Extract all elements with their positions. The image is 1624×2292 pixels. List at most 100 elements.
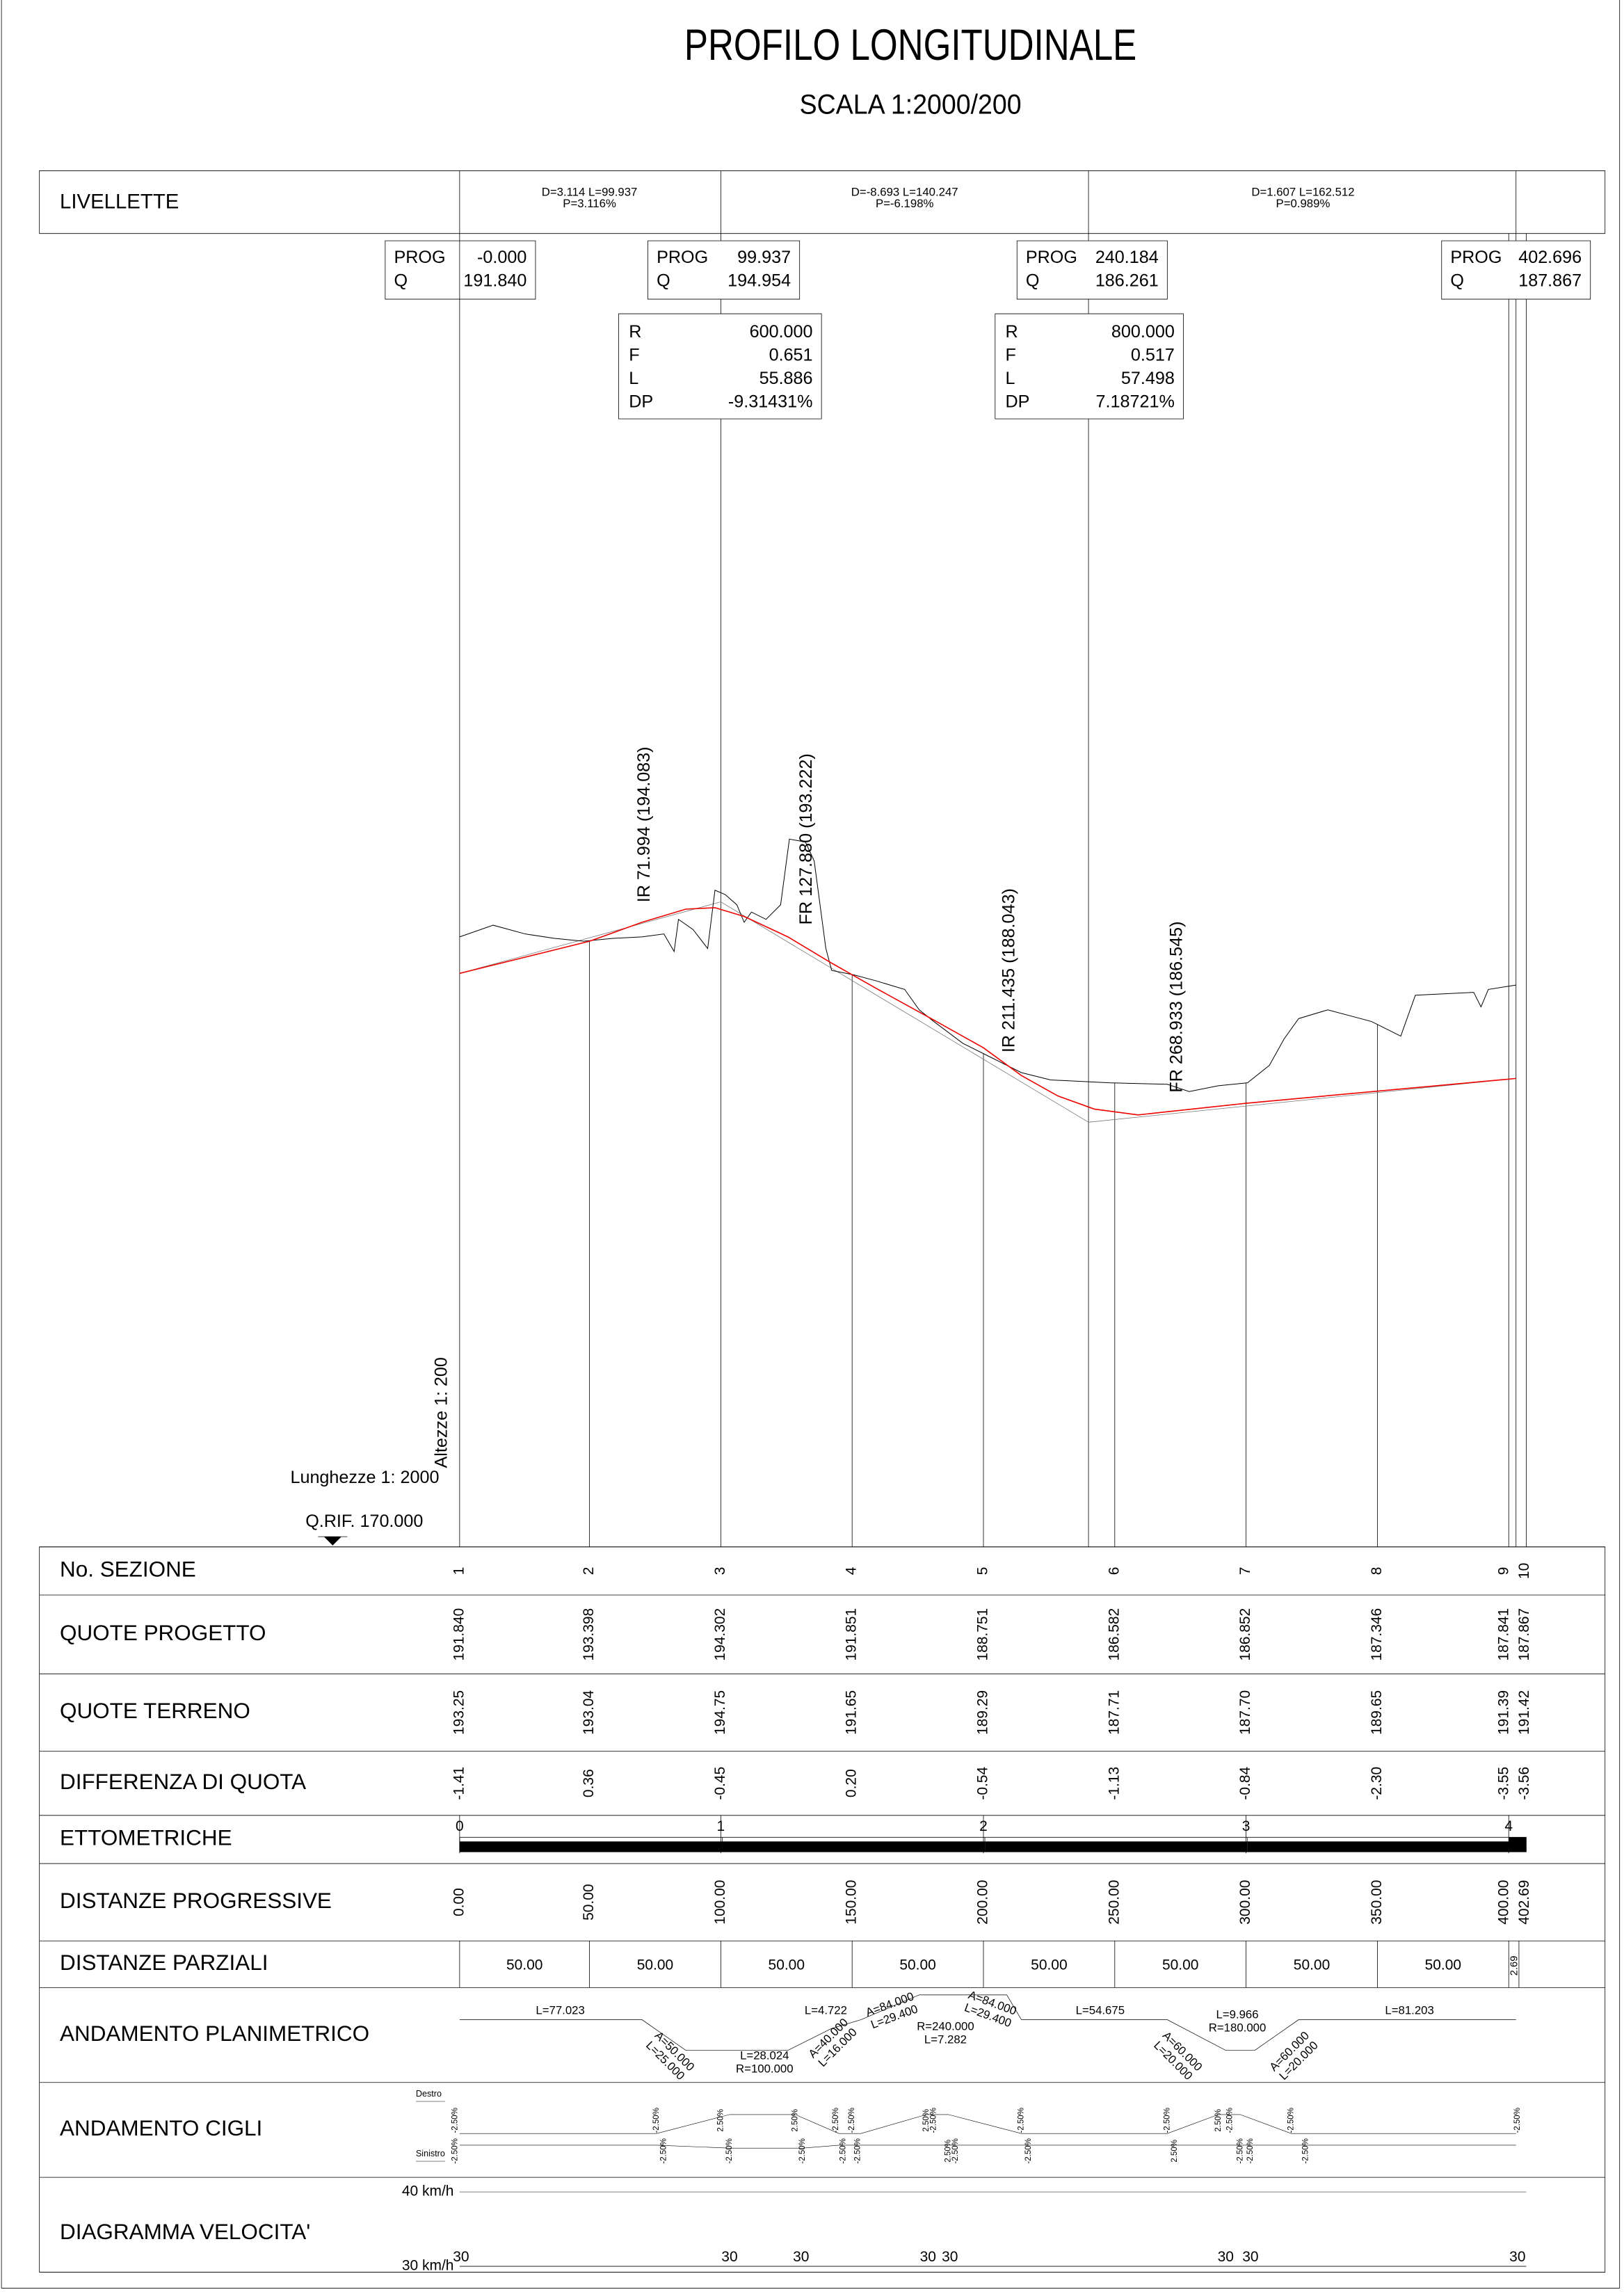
label: 57.498 bbox=[1121, 369, 1175, 388]
label: Sinistro bbox=[416, 2149, 445, 2158]
label: 30 bbox=[942, 2249, 958, 2265]
label: R bbox=[629, 322, 641, 342]
ref-mark bbox=[323, 1537, 341, 1546]
label: L=7.282 bbox=[924, 2033, 967, 2046]
label: Destro bbox=[416, 2089, 442, 2099]
label: 193.398 bbox=[581, 1608, 597, 1661]
label: LIVELLETTE bbox=[60, 190, 179, 213]
label: -2.50% bbox=[1513, 2108, 1522, 2133]
label: 99.937 bbox=[737, 248, 791, 267]
label: -0.54 bbox=[975, 1766, 991, 1800]
label: 191.65 bbox=[844, 1690, 860, 1735]
label: P=0.989% bbox=[1276, 197, 1330, 210]
label: 30 bbox=[1242, 2249, 1258, 2265]
label: 194.302 bbox=[712, 1608, 728, 1661]
label: 50.00 bbox=[1425, 1957, 1461, 1973]
label: 2.50% bbox=[716, 2109, 725, 2132]
label: 1 bbox=[451, 1567, 467, 1576]
label: 50.00 bbox=[769, 1957, 805, 1973]
label: ETTOMETRICHE bbox=[60, 1826, 232, 1850]
label: L=28.024 bbox=[740, 2049, 789, 2062]
label: IR 71.994 (194.083) bbox=[634, 746, 654, 902]
label: Q bbox=[394, 271, 408, 291]
prog-box bbox=[1017, 241, 1167, 299]
label: 9 bbox=[1496, 1567, 1512, 1576]
label: PROG bbox=[657, 248, 708, 267]
label: Lunghezze 1: 2000 bbox=[290, 1468, 439, 1487]
label: -2.50% bbox=[1024, 2138, 1033, 2163]
label: 50.00 bbox=[899, 1957, 935, 1973]
label: L=77.023 bbox=[536, 2003, 584, 2017]
label: DISTANZE PROGRESSIVE bbox=[60, 1889, 332, 1913]
label: 188.751 bbox=[975, 1608, 991, 1661]
label: -2.50% bbox=[951, 2138, 960, 2163]
label: -2.50% bbox=[848, 2108, 856, 2133]
label: 10 bbox=[1516, 1563, 1532, 1579]
label: -2.50% bbox=[839, 2138, 848, 2163]
label: 5 bbox=[975, 1567, 991, 1576]
label: PROG bbox=[394, 248, 445, 267]
label: 2.50% bbox=[1171, 2140, 1179, 2163]
label: 187.841 bbox=[1496, 1608, 1512, 1661]
label: -2.50% bbox=[660, 2138, 668, 2163]
label: 0.20 bbox=[844, 1769, 860, 1797]
label: 30 bbox=[1218, 2249, 1234, 2265]
label: R=180.000 bbox=[1209, 2021, 1267, 2035]
label: P=3.116% bbox=[563, 197, 616, 210]
label: PROFILO LONGITUDINALE bbox=[684, 21, 1136, 70]
label: ANDAMENTO CIGLI bbox=[60, 2116, 262, 2140]
label: -2.30 bbox=[1369, 1767, 1385, 1800]
label: 2 bbox=[581, 1567, 597, 1576]
label: 50.00 bbox=[1294, 1957, 1330, 1973]
label: 400.00 bbox=[1496, 1880, 1512, 1925]
label: 300.00 bbox=[1237, 1880, 1253, 1925]
label: 194.75 bbox=[712, 1690, 728, 1735]
hecto-bar bbox=[985, 1841, 1248, 1852]
label: 7.18721% bbox=[1096, 392, 1175, 412]
label: 30 bbox=[920, 2249, 936, 2265]
label: -2.50% bbox=[930, 2108, 938, 2133]
label: 40 km/h bbox=[402, 2183, 454, 2199]
label: -0.000 bbox=[477, 248, 526, 267]
hecto-bar bbox=[985, 1837, 1248, 1841]
label: L=81.203 bbox=[1385, 2003, 1433, 2017]
label: 193.25 bbox=[451, 1690, 467, 1735]
label: FR 268.933 (186.545) bbox=[1167, 921, 1187, 1092]
label: 191.39 bbox=[1496, 1690, 1512, 1735]
label: PROG bbox=[1450, 248, 1502, 267]
label: D=3.114 L=99.937 bbox=[542, 185, 638, 198]
label: FR 127.880 (193.222) bbox=[796, 753, 816, 924]
label: DP bbox=[1005, 392, 1029, 412]
hecto-bar bbox=[722, 1841, 986, 1852]
label: DP bbox=[629, 392, 653, 412]
label: 187.71 bbox=[1106, 1690, 1122, 1735]
label: F bbox=[1005, 346, 1015, 365]
label: 150.00 bbox=[844, 1880, 860, 1925]
label: -2.50% bbox=[652, 2108, 661, 2133]
ground-line bbox=[460, 839, 1516, 1091]
label: 8 bbox=[1369, 1567, 1385, 1576]
label: 50.00 bbox=[637, 1957, 673, 1973]
curve-box bbox=[619, 314, 822, 419]
label: 4 bbox=[844, 1566, 860, 1575]
label: No. SEZIONE bbox=[60, 1557, 196, 1582]
label: 186.852 bbox=[1237, 1608, 1253, 1661]
label: 187.346 bbox=[1369, 1608, 1385, 1661]
label: 50.00 bbox=[1031, 1957, 1067, 1973]
prog-box bbox=[385, 241, 536, 299]
label: 2.50% bbox=[1214, 2109, 1223, 2132]
label: 6 bbox=[1106, 1567, 1122, 1576]
label: 191.851 bbox=[844, 1608, 860, 1661]
label: -2.50% bbox=[451, 2108, 460, 2133]
label: R=100.000 bbox=[736, 2062, 794, 2075]
label: -2.50% bbox=[1163, 2108, 1171, 2133]
label: -2.50% bbox=[798, 2138, 807, 2163]
hecto-bar bbox=[460, 1837, 723, 1841]
label: 0.00 bbox=[451, 1888, 467, 1916]
hecto-bar bbox=[722, 1837, 985, 1841]
label: 193.04 bbox=[581, 1690, 597, 1735]
label: -2.50% bbox=[1018, 2108, 1026, 2133]
label: Altezze 1: 200 bbox=[431, 1357, 451, 1468]
label: 0.36 bbox=[581, 1769, 597, 1797]
